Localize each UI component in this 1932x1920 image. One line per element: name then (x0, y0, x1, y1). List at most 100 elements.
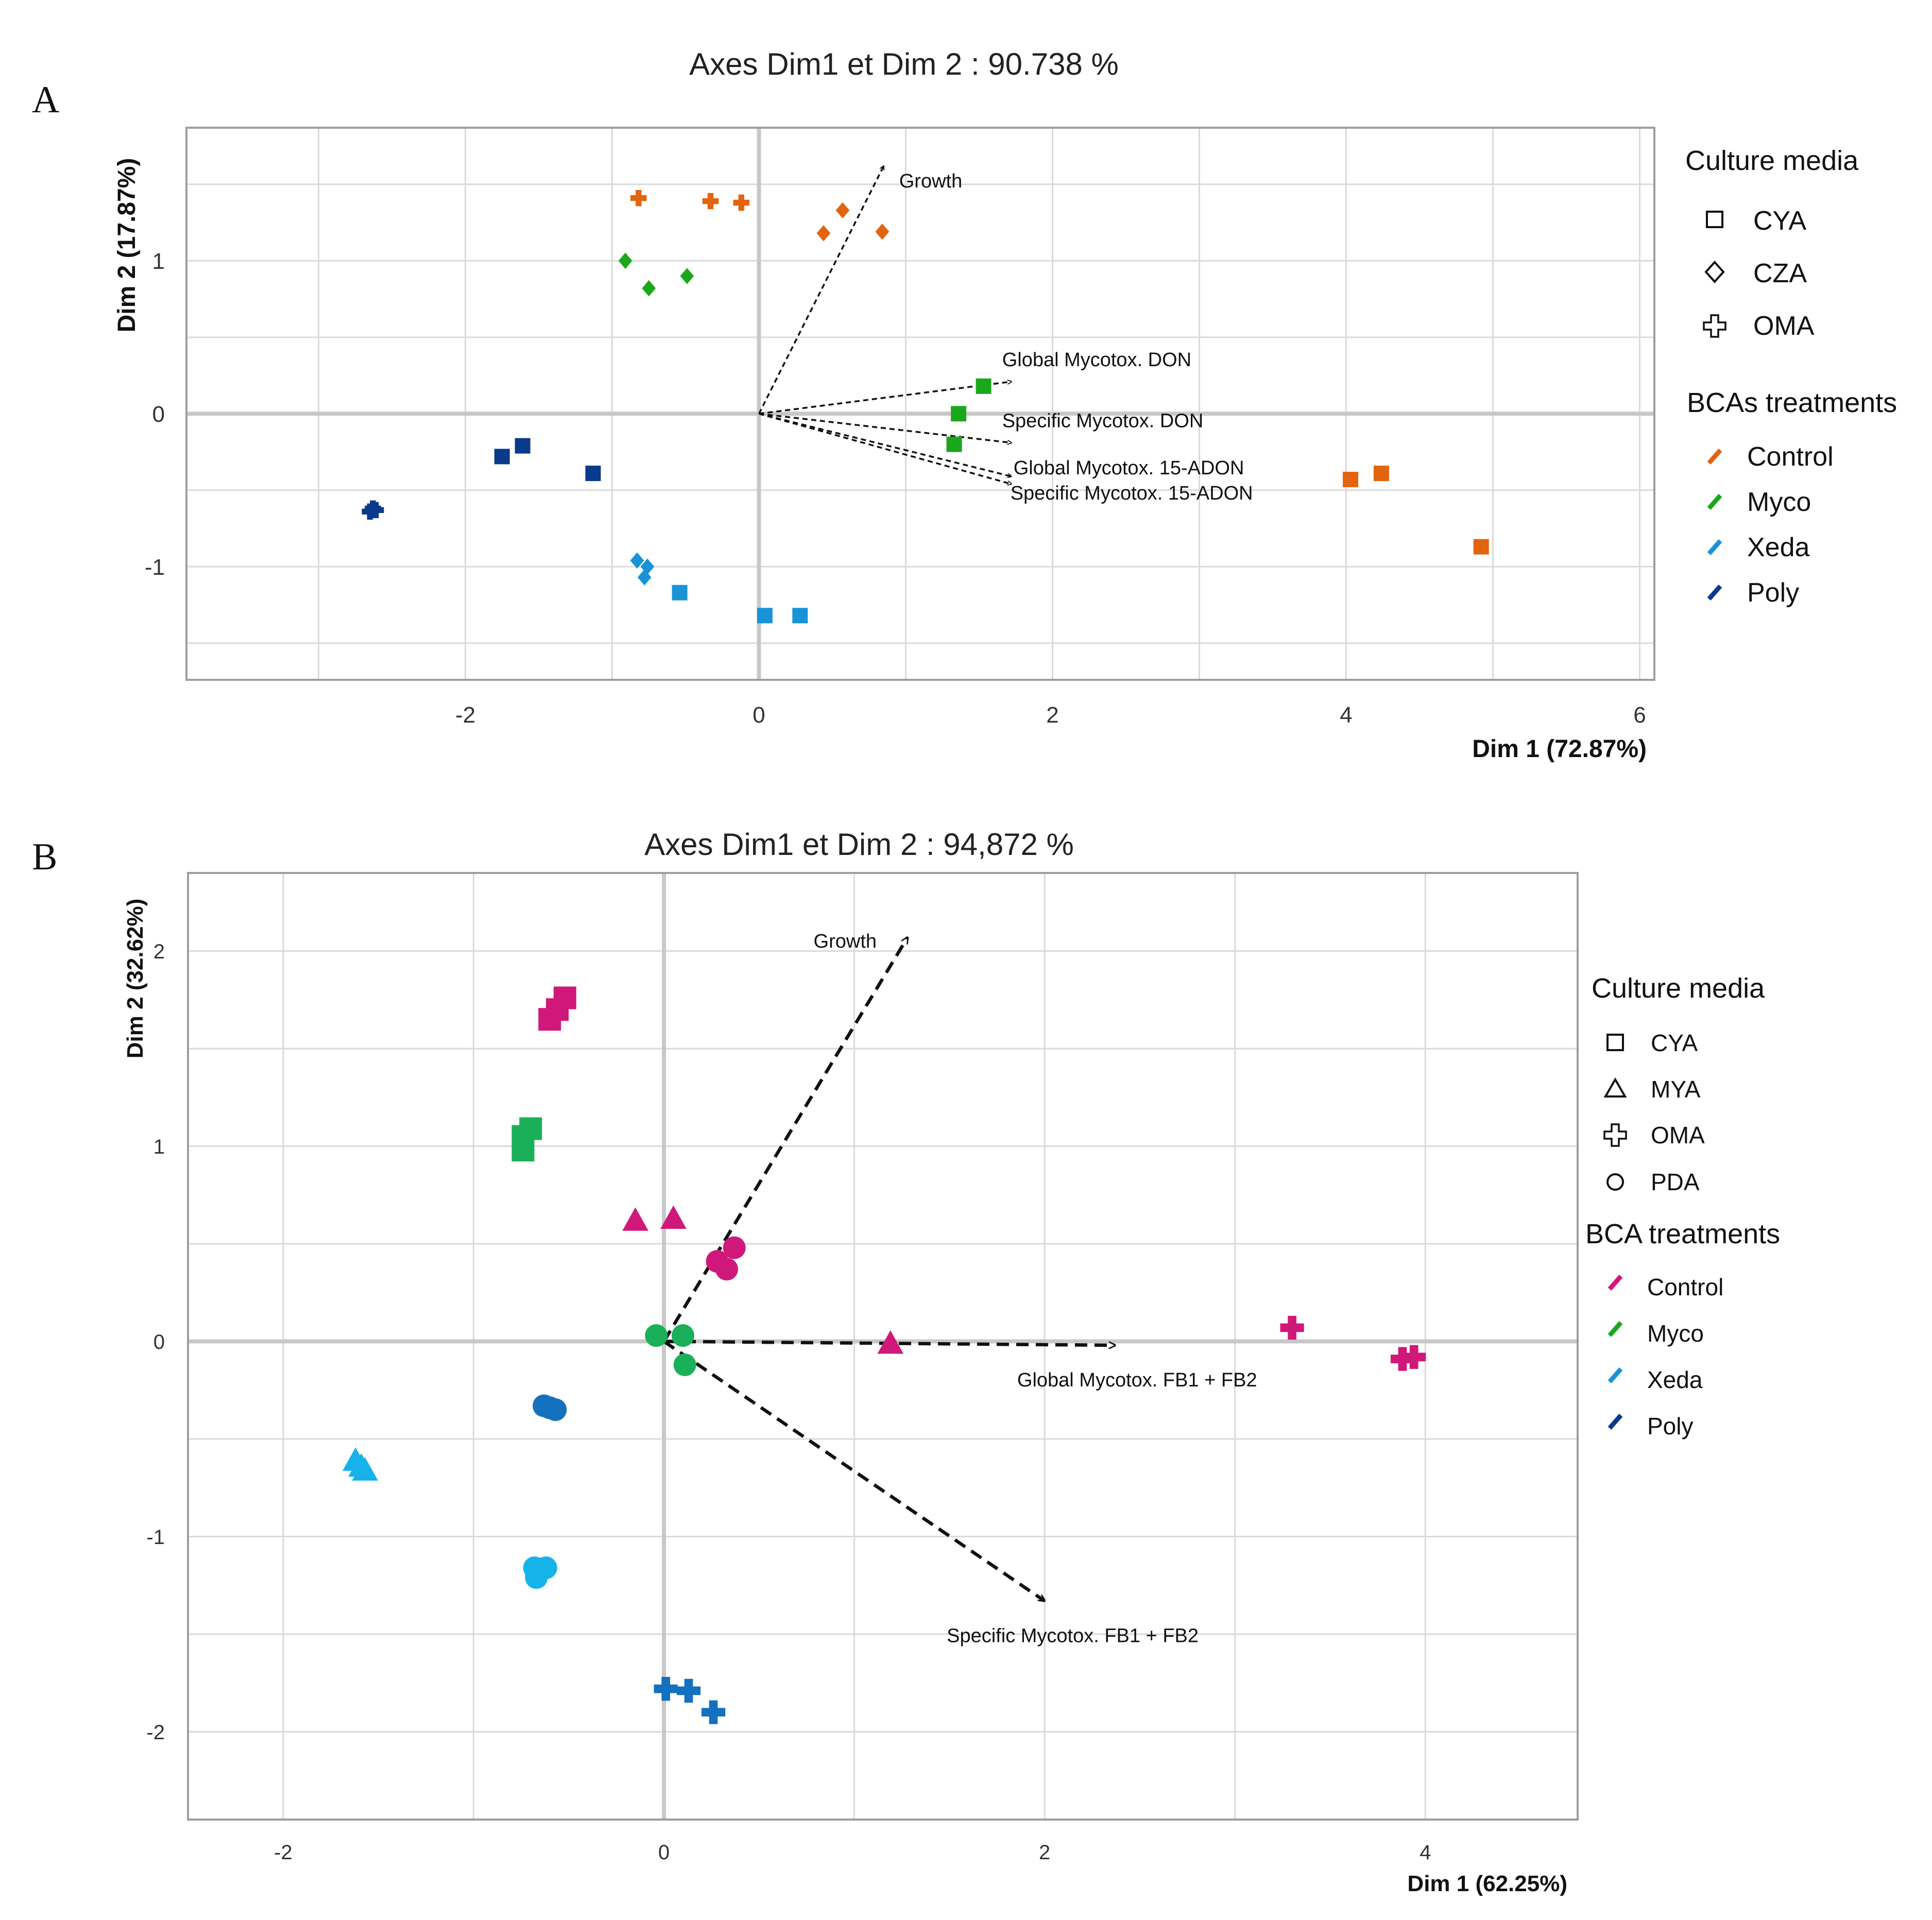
point-plus (1402, 1345, 1426, 1369)
x-tick-label: 2 (1039, 1841, 1050, 1864)
point-circle (715, 1258, 738, 1281)
arrow-label: Growth (814, 931, 877, 952)
diamond-icon (1704, 261, 1725, 283)
y-tick-label: -1 (146, 1526, 165, 1549)
point-plus (367, 502, 384, 519)
arrow-label: Growth (899, 170, 962, 192)
legend-a-item-label: Myco (1747, 487, 1811, 517)
loading-arrow (663, 1340, 1045, 1603)
legend-b-item-myco: Myco (1608, 1320, 1704, 1347)
y-tick-label: -2 (146, 1721, 165, 1744)
legend-a-item-label: Control (1747, 442, 1834, 472)
x-tick-label: 4 (1340, 702, 1352, 728)
legend-b-item-label: Xeda (1647, 1366, 1703, 1393)
point-circle (538, 1396, 561, 1419)
legend-a-color-title: BCAs treatments (1687, 387, 1897, 418)
panel-a-zero-lines (186, 128, 1654, 680)
point-diamond (816, 225, 831, 242)
legend-b-item-label: PDA (1651, 1169, 1700, 1195)
point-square (946, 436, 962, 452)
loading-arrow (662, 937, 909, 1343)
loading-arrow (758, 166, 885, 415)
panel-b-plot-border (187, 872, 1579, 1821)
panel-a-ticks: -2 0 2 4 6 -1 0 1 (145, 249, 1646, 728)
panel-a-loading-arrows: Growth Global Mycotox. DON Specific Mycoto… (758, 166, 1253, 504)
color-swatch-icon (1707, 494, 1722, 510)
arrow-label: Specific Mycotox. 15-ADON (1011, 483, 1253, 504)
point-plus (1280, 1315, 1304, 1340)
color-swatch-icon (1707, 539, 1722, 555)
legend-b-item-label: Myco (1647, 1320, 1704, 1347)
legend-b-item-label: OMA (1651, 1122, 1705, 1148)
panel-a-y-axis-label: Dim 2 (17.87%) (113, 158, 141, 333)
panel-a-plot-border (185, 127, 1655, 681)
point-circle (723, 1236, 746, 1259)
point-plus (630, 190, 647, 207)
point-triangle (622, 1207, 648, 1231)
plus-icon (1603, 1123, 1627, 1147)
color-swatch-icon (1707, 449, 1722, 465)
panel-a-letter: A (32, 79, 59, 121)
point-square (511, 1139, 535, 1162)
y-tick-label: 1 (152, 249, 165, 274)
circle-icon (1606, 1173, 1624, 1191)
panel-b-gridlines (188, 873, 1578, 1820)
point-diamond (875, 224, 890, 240)
legend-b-item-label: MYA (1651, 1076, 1701, 1103)
panel-b-legend: Culture media CYA MYA OMA PDA BCA treatm… (1585, 973, 1780, 1439)
point-diamond (640, 558, 655, 575)
panel-b-loading-arrows: Growth Global Mycotox. FB1 + FB2 Specific … (662, 931, 1257, 1647)
arrow-label: Global Mycotox. DON (1002, 349, 1191, 371)
legend-b-item-label: Poly (1647, 1413, 1693, 1439)
point-square (1343, 471, 1359, 487)
panel-a: A Axes Dim1 et Dim 2 : 90.738 % -2 0 2 4 6 -1… (32, 47, 1897, 763)
point-diamond (637, 569, 652, 586)
point-circle (673, 1353, 696, 1377)
legend-b-item-mya: MYA (1603, 1076, 1701, 1103)
point-plus (733, 194, 750, 211)
point-triangle (352, 1457, 379, 1481)
color-swatch-icon (1608, 1275, 1623, 1291)
legend-b-color-title: BCA treatments (1585, 1219, 1780, 1249)
x-tick-label: -2 (455, 702, 475, 728)
panel-b-x-axis-label: Dim 1 (62.25%) (1407, 1871, 1567, 1896)
y-tick-label: 0 (153, 1331, 165, 1353)
panel-a-points (362, 190, 1489, 624)
color-swatch-icon (1608, 1321, 1623, 1337)
point-square (1473, 539, 1489, 555)
arrow-label: Global Mycotox. FB1 + FB2 (1017, 1369, 1257, 1391)
point-plus (702, 193, 719, 210)
point-diamond (680, 268, 694, 284)
point-square (1373, 466, 1389, 482)
legend-b-item-oma: OMA (1603, 1122, 1705, 1148)
x-tick-label: 0 (658, 1841, 670, 1864)
x-tick-label: 0 (753, 702, 765, 728)
legend-b-item-label: Control (1647, 1274, 1723, 1300)
loading-arrow (759, 413, 1012, 442)
arrow-label: Specific Mycotox. FB1 + FB2 (947, 1625, 1199, 1647)
point-square (757, 608, 773, 624)
color-swatch-icon (1707, 585, 1722, 601)
legend-a-item-myco: Myco (1707, 487, 1811, 517)
point-diamond (618, 252, 632, 269)
panel-a-x-axis-label: Dim 1 (72.87%) (1472, 735, 1647, 763)
legend-a-item-control: Control (1707, 442, 1834, 472)
x-tick-label: -2 (274, 1841, 293, 1864)
x-tick-label: 4 (1420, 1841, 1431, 1864)
point-circle (671, 1324, 694, 1347)
plus-icon (1703, 314, 1726, 338)
point-plus (676, 1678, 701, 1703)
x-tick-label: 2 (1046, 702, 1058, 728)
legend-b-item-cya: CYA (1606, 1030, 1698, 1056)
legend-a-item-xeda: Xeda (1707, 533, 1810, 562)
point-plus (654, 1676, 678, 1701)
color-swatch-icon (1608, 1367, 1623, 1383)
panel-b: B Axes Dim1 et Dim 2 : 94,872 % -2 0 2 4-2-… (32, 827, 1780, 1896)
color-swatch-icon (1608, 1414, 1623, 1430)
arrow-label: Specific Mycotox. DON (1002, 410, 1204, 432)
point-square (792, 608, 808, 624)
panel-b-ticks: -2 0 2 4 -2 -1 0 1 2 (146, 940, 1431, 1864)
panel-b-letter: B (32, 836, 57, 878)
point-square (538, 1008, 561, 1031)
